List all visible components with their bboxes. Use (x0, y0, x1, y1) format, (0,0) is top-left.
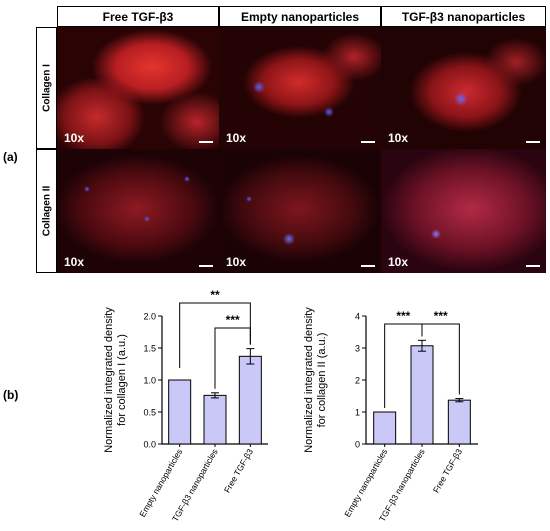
row-header-collagen-2: Collagen II (36, 149, 57, 273)
significance-label: *** (396, 309, 410, 323)
magnification-label: 10x (388, 131, 409, 145)
magnification-label: 10x (226, 131, 247, 145)
scale-bar (526, 265, 540, 267)
y-axis-label-line: Normalized integrated density (303, 307, 315, 453)
significance-bracket (421, 323, 460, 395)
y-tick-label: 1.0 (143, 376, 156, 386)
scale-bar (526, 141, 540, 143)
y-tick-label: 1.5 (143, 344, 156, 354)
scale-bar (199, 141, 213, 143)
y-axis-label-line: for collagen I (a.u.) (116, 334, 128, 426)
y-tick-label: 2 (355, 376, 360, 386)
column-header-tgf-np: TGF-β3 nanoparticles (381, 6, 546, 27)
y-tick-label: 0 (355, 440, 360, 450)
bar (373, 411, 397, 445)
scale-bar (361, 265, 375, 267)
y-tick-label: 3 (355, 344, 360, 354)
y-axis-label-line: Normalized integrated density (103, 307, 115, 453)
micrograph-collagen1-empty-np: 10x (219, 27, 381, 149)
bar (238, 355, 262, 445)
bar (203, 394, 227, 445)
x-tick-label: TGF-β3 nanoparticles (170, 447, 220, 523)
bar (410, 345, 434, 445)
y-tick-label: 1 (355, 408, 360, 418)
row-header-collagen-2-label: Collagen II (41, 185, 52, 237)
micrograph-collagen2-tgf-np: 10x (381, 149, 546, 273)
significance-bracket (214, 327, 251, 389)
magnification-label: 10x (388, 255, 409, 269)
micrograph-collagen2-empty-np: 10x (219, 149, 381, 273)
micrograph-collagen1-tgf-np: 10x (381, 27, 546, 149)
y-axis-label: Normalized integrated densityfor collage… (303, 307, 328, 453)
significance-label: *** (226, 313, 240, 327)
significance-label: ** (210, 288, 220, 302)
column-header-empty-np: Empty nanoparticles (219, 6, 381, 27)
bar (447, 399, 471, 445)
micrograph-collagen2-free-tgf: 10x (57, 149, 219, 273)
column-header-free-tgf: Free TGF-β3 (57, 6, 219, 27)
part-b-label: (b) (3, 388, 19, 402)
significance-bracket (384, 323, 423, 408)
scale-bar (199, 265, 213, 267)
x-tick-label: Free TGF-β3 (222, 447, 255, 495)
micrograph-collagen1-free-tgf: 10x (57, 27, 219, 149)
chart-1: 0.0 0.5 1.0 1.5 2.0 Empty nanoparticlesTGF-β3… (103, 288, 268, 523)
x-tick-label: Free TGF-β3 (431, 447, 464, 495)
y-tick-label: 0.5 (143, 408, 156, 418)
row-header-collagen-1: Collagen I (36, 27, 57, 149)
row-header-collagen-1-label: Collagen I (41, 64, 52, 112)
magnification-label: 10x (226, 255, 247, 269)
x-tick-label: TGF-β3 nanoparticles (377, 447, 427, 523)
y-tick-label: 0.0 (143, 440, 156, 450)
y-axis-label-line: for collagen II (a.u.) (316, 333, 328, 428)
y-tick-label: 4 (355, 312, 360, 322)
y-tick-label: 2.0 (143, 312, 156, 322)
magnification-label: 10x (64, 255, 85, 269)
scale-bar (361, 141, 375, 143)
x-tick-label: Empty nanoparticles (137, 447, 184, 519)
bar (168, 379, 192, 445)
x-tick-label: Empty nanoparticles (342, 447, 389, 519)
significance-bracket (179, 302, 251, 368)
magnification-label: 10x (64, 131, 85, 145)
part-a-label: (a) (3, 150, 18, 164)
significance-label: *** (434, 309, 448, 323)
y-axis-label: Normalized integrated densityfor collage… (103, 307, 128, 453)
